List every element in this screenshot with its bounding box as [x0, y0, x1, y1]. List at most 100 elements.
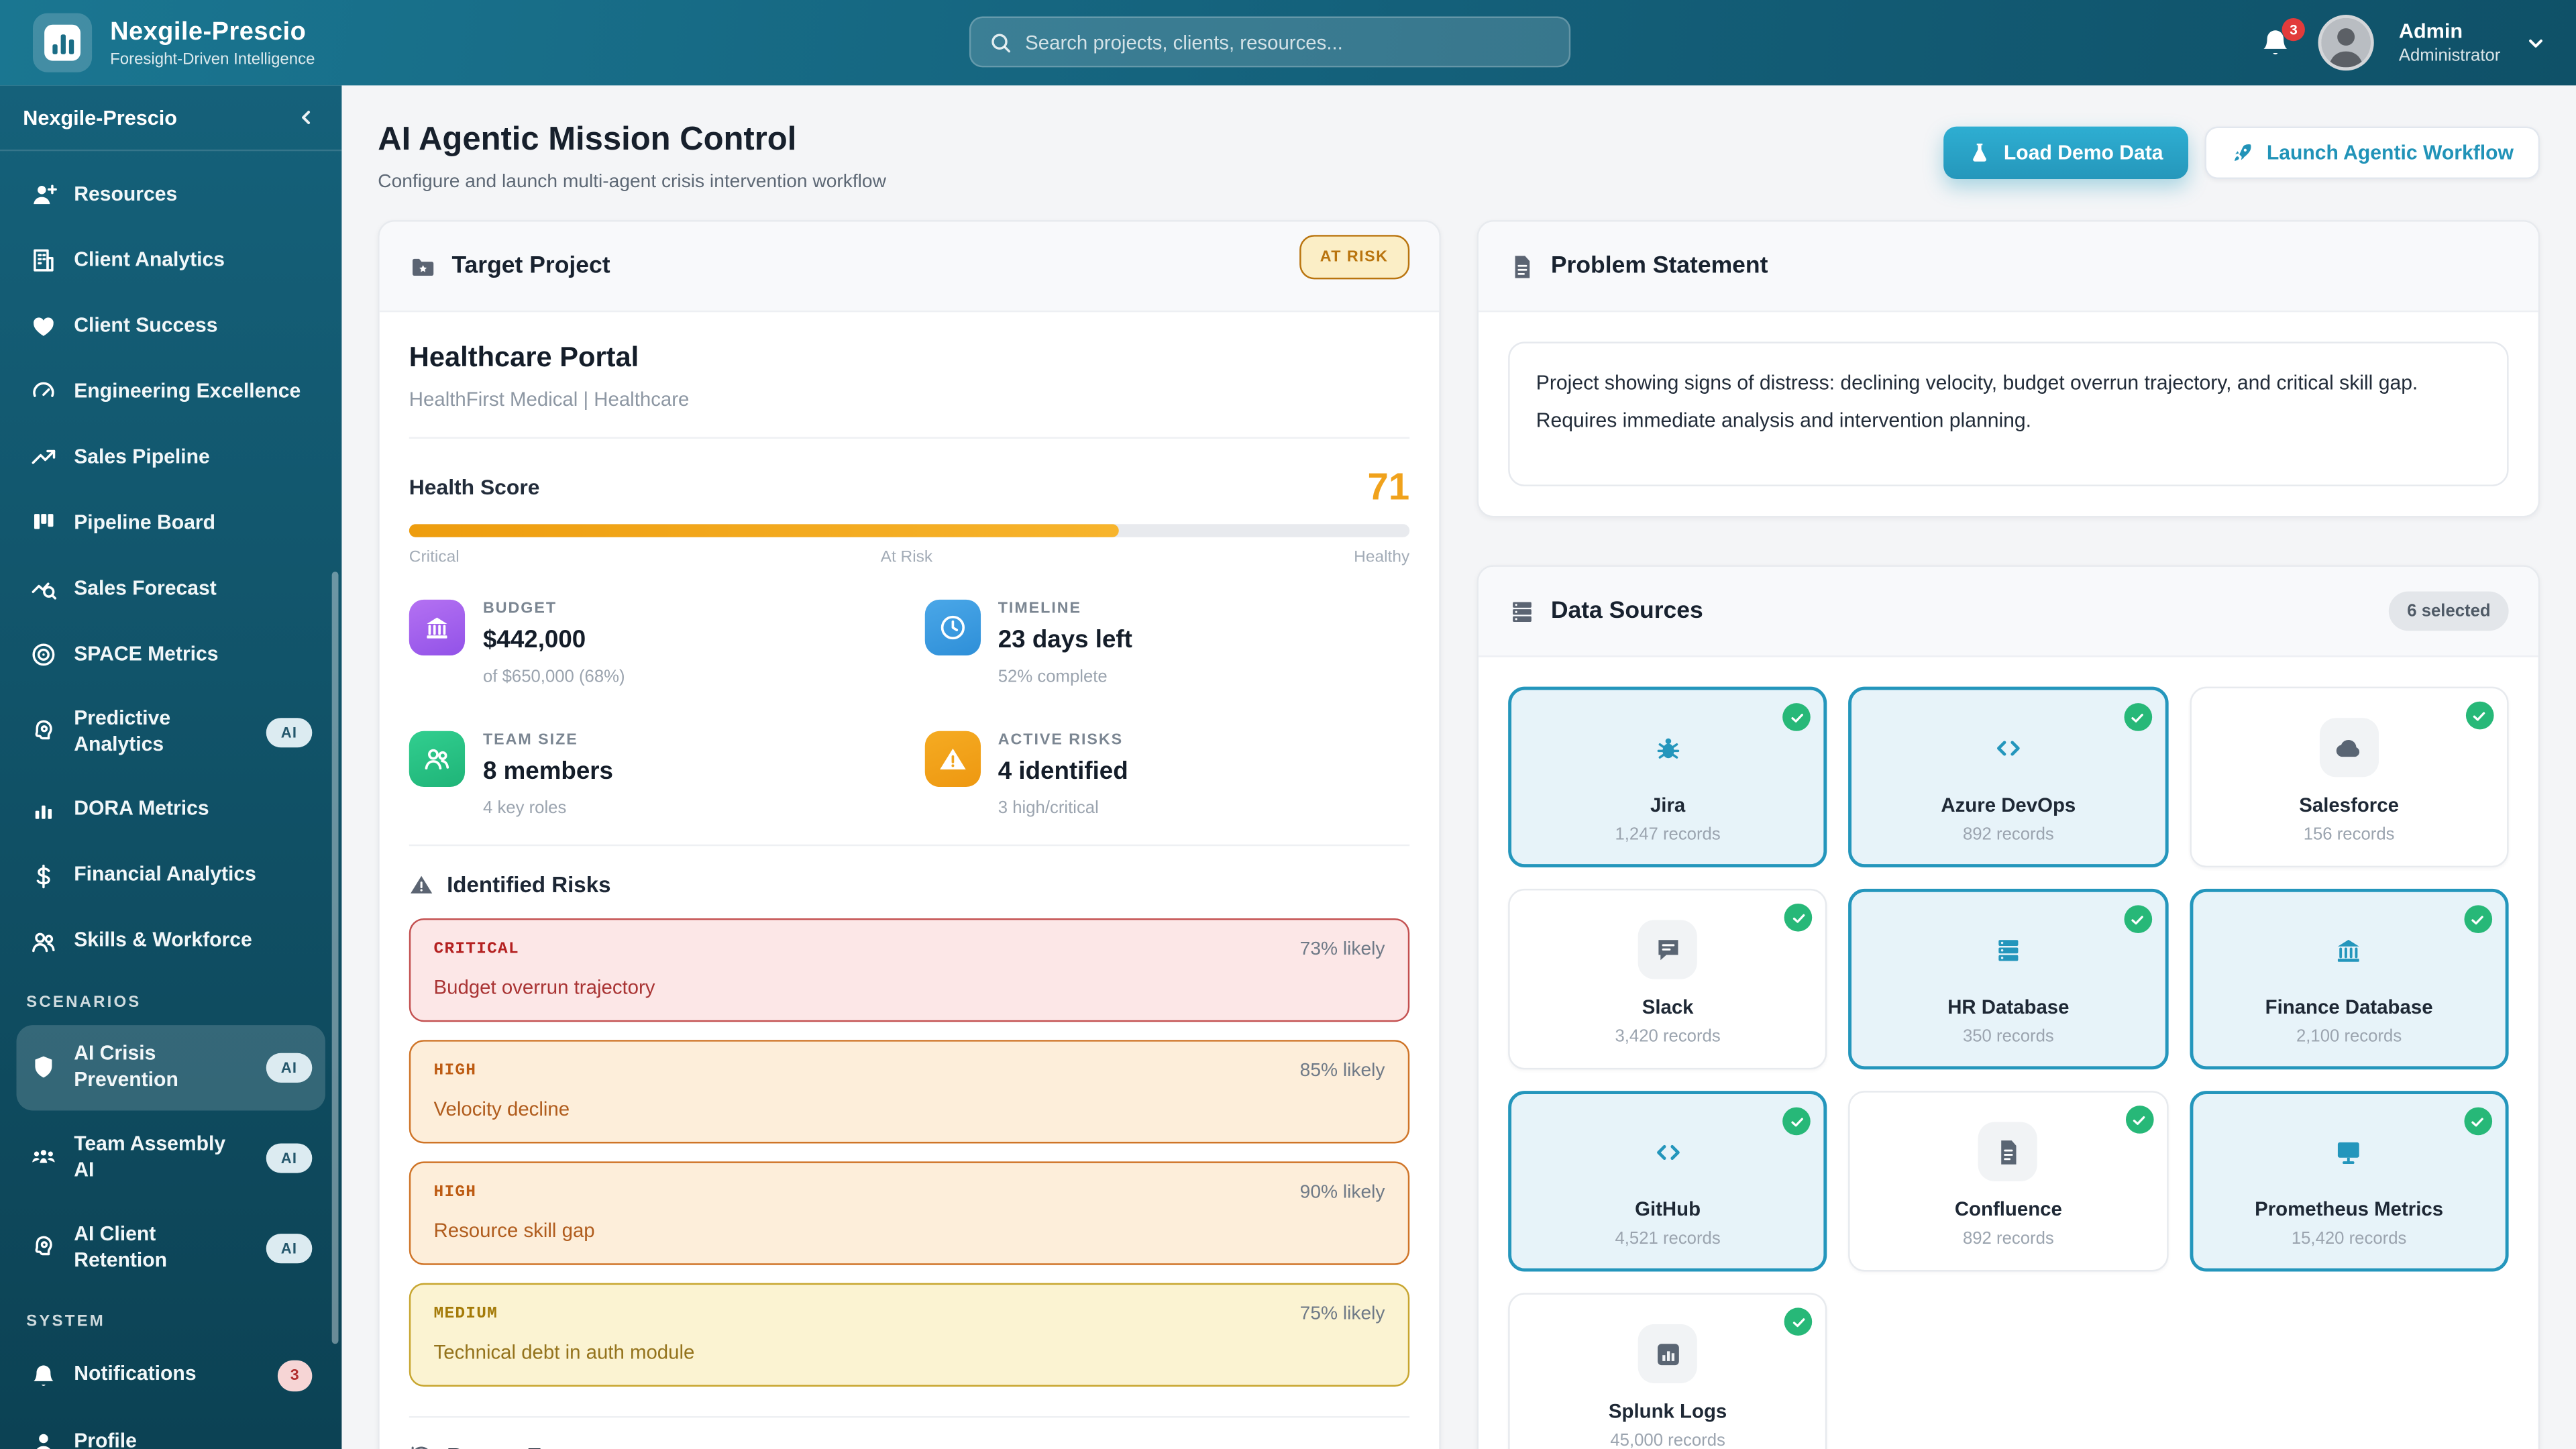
heart-icon: [30, 312, 58, 340]
selected-count-badge: 6 selected: [2389, 591, 2509, 631]
data-source-records: 892 records: [1962, 824, 2054, 845]
page-header: AI Agentic Mission Control Configure and…: [378, 121, 2540, 193]
risks-list: CRITICAL 73% likely Budget overrun traject…: [409, 918, 1410, 1387]
launch-agentic-workflow-button[interactable]: Launch Agentic Workflow: [2204, 126, 2540, 179]
divider: [409, 1416, 1410, 1418]
data-source-slack[interactable]: Slack 3,420 records: [1508, 888, 1828, 1070]
avatar[interactable]: [2318, 15, 2375, 71]
sidebar-item-financial-analytics[interactable]: Financial Analytics: [16, 846, 325, 907]
user-name: Admin: [2398, 19, 2463, 42]
sidebar-item-skills-workforce[interactable]: Skills & Workforce: [16, 912, 325, 973]
clock-icon: [924, 599, 980, 656]
problem-statement-card-title: Problem Statement: [1550, 253, 1768, 280]
rocket-icon: [2234, 144, 2251, 161]
identified-risks-title: Identified Risks: [447, 872, 611, 898]
data-source-jira[interactable]: Jira 1,247 records: [1508, 686, 1828, 868]
sidebar-item-ai-client-retention[interactable]: AI Client Retention AI: [16, 1205, 325, 1291]
notifications-button[interactable]: 3: [2259, 17, 2306, 60]
sidebar: Nexgile-Prescio Resources Client Analytic…: [0, 85, 342, 1449]
data-source-name: Azure DevOps: [1941, 793, 2076, 817]
data-source-confluence[interactable]: Confluence 892 records: [1848, 1091, 2168, 1272]
page-actions: Load Demo Data Launch Agentic Workflow: [1943, 126, 2540, 179]
ai-badge: AI: [266, 1233, 313, 1263]
check-icon: [2464, 1107, 2493, 1136]
target-project-body: Healthcare Portal HealthFirst Medical | …: [380, 312, 1440, 1449]
project-name: Healthcare Portal: [409, 341, 639, 373]
problem-statement-text[interactable]: Project showing signs of distress: decli…: [1508, 341, 2509, 486]
check-icon: [2123, 703, 2152, 731]
sidebar-item-team-assembly-ai[interactable]: Team Assembly AI AI: [16, 1116, 325, 1201]
data-source-azure-devops[interactable]: Azure DevOps 892 records: [1848, 686, 2168, 868]
stat-team-size: TEAM SIZE 8 members 4 key roles: [409, 731, 895, 818]
sidebar-header: Nexgile-Prescio: [0, 85, 342, 152]
sidebar-item-notifications[interactable]: Notifications 3: [16, 1344, 325, 1408]
check-icon: [1784, 903, 1813, 932]
sidebar-item-pipeline-board[interactable]: Pipeline Board: [16, 493, 325, 554]
chevron-down-icon[interactable]: [2525, 32, 2546, 54]
recent-events-title: Recent Events: [447, 1444, 600, 1449]
sidebar-item-label: Profile: [74, 1430, 137, 1449]
sidebar-item-client-analytics[interactable]: Client Analytics: [16, 230, 325, 291]
risk-description: Technical debt in auth module: [433, 1340, 695, 1364]
sidebar-item-sales-forecast[interactable]: Sales Forecast: [16, 559, 325, 620]
sidebar-nav: Resources Client Analytics Client Success E…: [0, 151, 341, 1449]
health-score-scale: Critical At Risk Healthy: [409, 549, 1409, 567]
load-demo-data-button[interactable]: Load Demo Data: [1943, 126, 2188, 179]
search-input[interactable]: [1025, 30, 1551, 54]
sidebar-item-sales-pipeline[interactable]: Sales Pipeline: [16, 427, 325, 488]
divider: [409, 844, 1410, 847]
data-source-name: GitHub: [1635, 1197, 1701, 1221]
global-search[interactable]: [969, 16, 1571, 68]
sidebar-item-label: Client Analytics: [74, 247, 225, 270]
sidebar-item-space-metrics[interactable]: SPACE Metrics: [16, 625, 325, 686]
recent-events-header: Recent Events: [409, 1444, 1409, 1449]
risk-card-velocity-decline: HIGH 85% likely Velocity decline: [409, 1040, 1410, 1144]
risk-card-technical-debt-in-auth-module: MEDIUM 75% likely Technical debt in auth m…: [409, 1283, 1410, 1387]
building-icon: [30, 246, 58, 274]
sidebar-collapse-button[interactable]: [289, 101, 322, 134]
brand: Nexgile-Prescio Foresight-Driven Intelli…: [110, 17, 315, 68]
data-source-salesforce[interactable]: Salesforce 156 records: [2189, 686, 2509, 868]
sidebar-item-label: Resources: [74, 181, 178, 205]
sidebar-item-label: Skills & Workforce: [74, 928, 252, 953]
sidebar-scrollbar[interactable]: [331, 572, 339, 1344]
risk-description: Budget overrun trajectory: [433, 975, 655, 999]
sidebar-item-dora-metrics[interactable]: DORA Metrics: [16, 780, 325, 841]
data-source-finance-database[interactable]: Finance Database 2,100 records: [2189, 888, 2509, 1070]
data-source-splunk-logs[interactable]: Splunk Logs 45,000 records: [1508, 1293, 1828, 1449]
ai-badge: AI: [266, 1053, 313, 1083]
risk-severity: MEDIUM: [433, 1305, 498, 1324]
health-score-label: Health Score: [409, 474, 540, 500]
risk-severity: HIGH: [433, 1183, 477, 1202]
target-icon: [30, 641, 58, 669]
data-source-github[interactable]: GitHub 4,521 records: [1508, 1091, 1828, 1272]
sidebar-item-profile[interactable]: Profile: [16, 1413, 325, 1449]
project-stats: BUDGET $442,000 of $650,000 (68%) TIMELINE 2…: [409, 599, 1409, 818]
landmark-icon: [409, 599, 466, 656]
health-score-track: [409, 524, 1410, 537]
problem-statement-card: Problem Statement Project showing signs …: [1477, 220, 2540, 518]
sidebar-item-resources[interactable]: Resources: [16, 164, 325, 225]
sidebar-item-engineering-excellence[interactable]: Engineering Excellence: [16, 362, 325, 423]
check-icon: [1784, 1307, 1813, 1336]
code-icon: [1979, 718, 2038, 777]
sidebar-item-predictive-analytics[interactable]: Predictive Analytics AI: [16, 690, 325, 775]
data-source-name: Finance Database: [2265, 996, 2433, 1019]
data-source-hr-database[interactable]: HR Database 350 records: [1848, 888, 2168, 1070]
sidebar-item-label: Sales Forecast: [74, 576, 217, 599]
data-source-records: 45,000 records: [1610, 1431, 1725, 1449]
risk-severity: CRITICAL: [433, 941, 519, 959]
stat-label: TIMELINE: [998, 599, 1082, 618]
sidebar-title: Nexgile-Prescio: [23, 105, 177, 129]
identified-risks-header: Identified Risks: [409, 872, 1409, 897]
sidebar-item-label: Notifications: [74, 1362, 197, 1386]
chart-search-icon: [30, 575, 58, 603]
data-source-records: 15,420 records: [2291, 1228, 2407, 1249]
sidebar-section-system: SYSTEM: [26, 1312, 105, 1331]
kanban-icon: [30, 509, 58, 537]
sidebar-item-client-success[interactable]: Client Success: [16, 296, 325, 357]
data-source-prometheus-metrics[interactable]: Prometheus Metrics 15,420 records: [2189, 1091, 2509, 1272]
scale-healthy: Healthy: [1354, 548, 1410, 567]
server-stack-icon: [1513, 601, 1532, 621]
sidebar-item-ai-crisis-prevention[interactable]: AI Crisis Prevention AI: [16, 1025, 325, 1111]
